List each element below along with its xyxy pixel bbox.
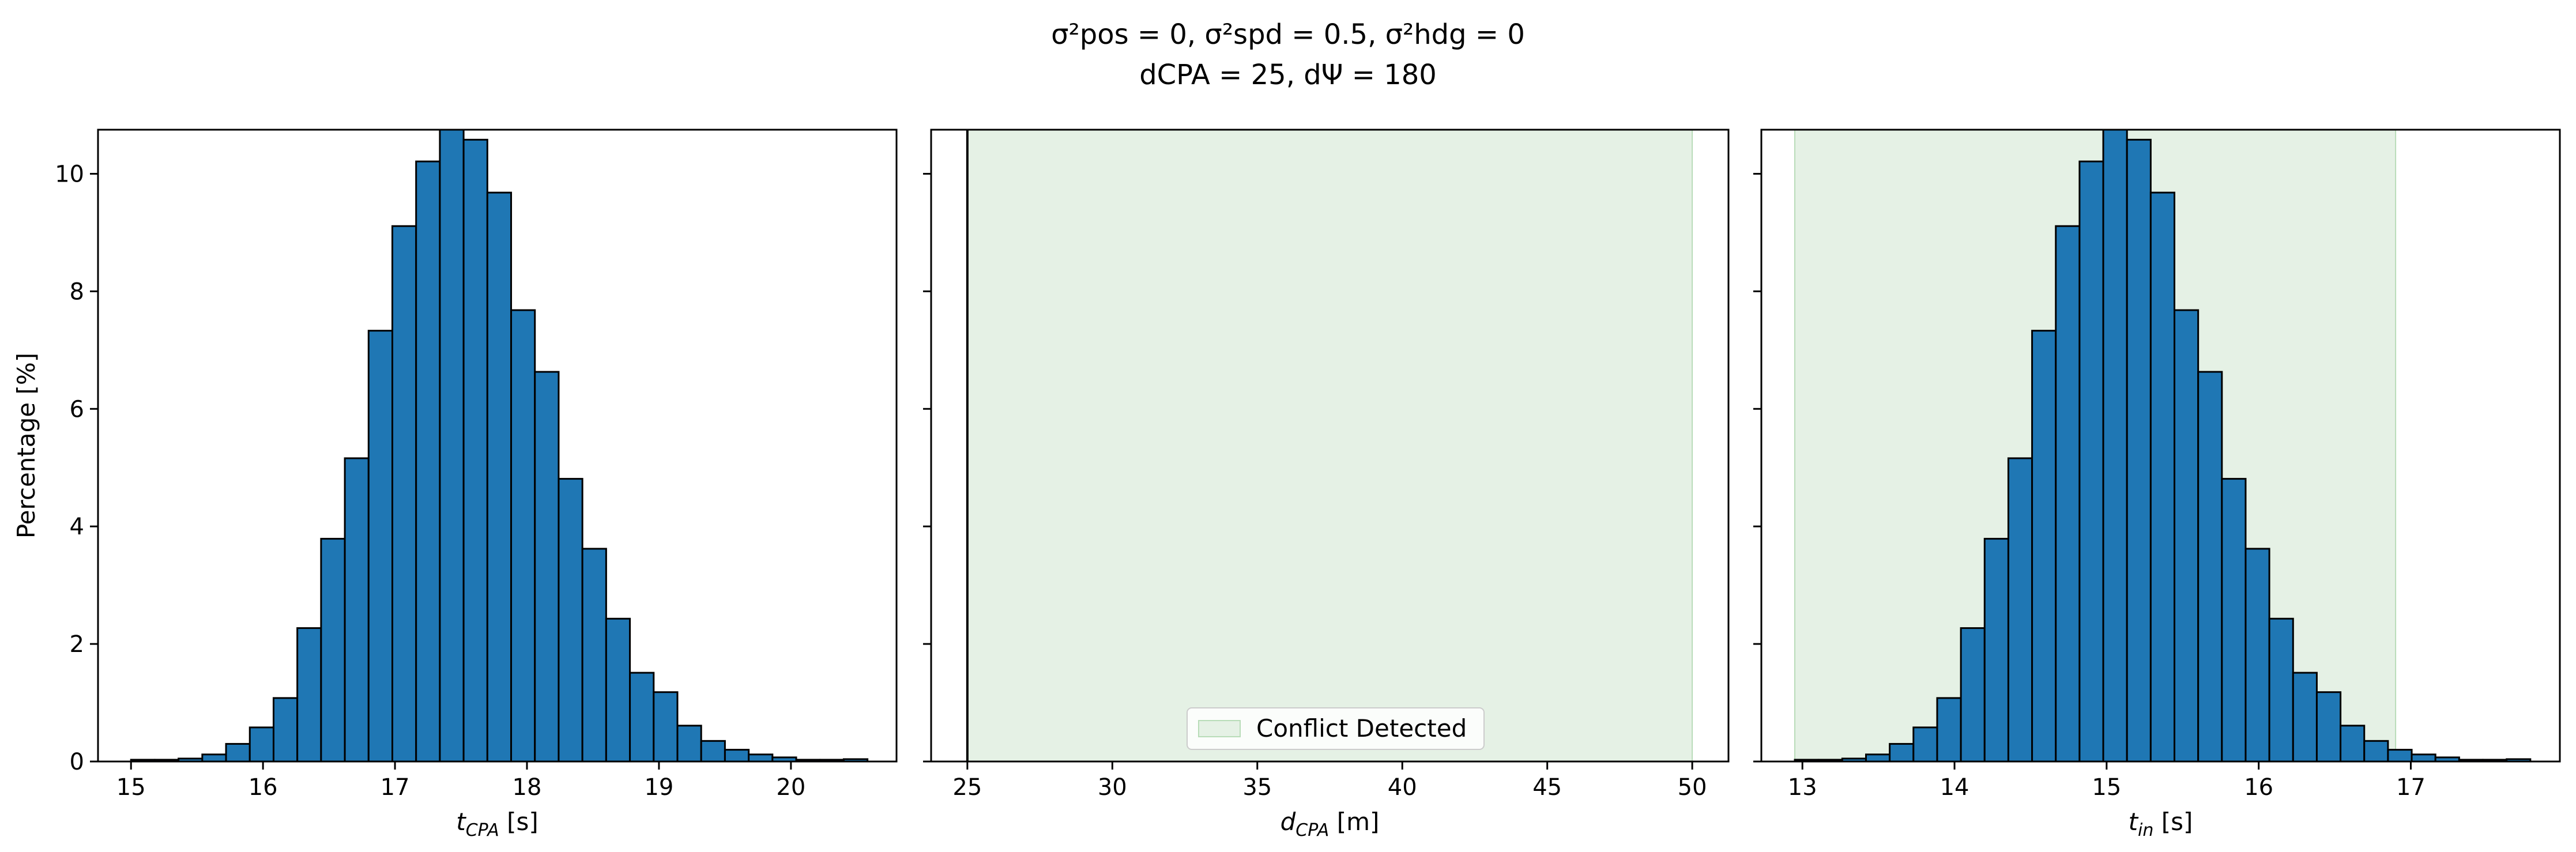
histogram-bar — [534, 371, 560, 761]
x-axis-label: dCPA [m] — [1281, 808, 1380, 840]
x-tick-label: 18 — [513, 774, 542, 801]
histogram-bar — [2007, 457, 2033, 761]
histogram-bar — [510, 309, 536, 761]
histogram-bar — [2055, 225, 2081, 761]
plot-frame — [1760, 129, 2561, 763]
x-tick-label: 50 — [1678, 774, 1707, 801]
histogram-bar — [272, 697, 299, 761]
plot-area — [1794, 130, 2532, 761]
x-tick-label: 15 — [2092, 774, 2121, 801]
histogram-bar — [391, 225, 417, 761]
plot-area — [966, 130, 1693, 761]
x-tick-label: 40 — [1388, 774, 1417, 801]
histogram-bar — [248, 726, 274, 761]
histogram-bar — [2363, 740, 2389, 761]
histogram-bar — [415, 160, 441, 761]
histogram-bar — [2411, 753, 2436, 761]
histogram-bar — [581, 548, 607, 761]
x-tick-label: 14 — [1940, 774, 1969, 801]
histogram-bar — [2126, 138, 2152, 761]
histogram-bar — [1889, 742, 1915, 761]
histogram-bar — [1960, 627, 1986, 761]
histogram-bar — [2292, 672, 2318, 761]
histogram-bar — [2031, 330, 2057, 761]
y-axis-label: Percentage [%] — [12, 353, 40, 538]
y-tick-label: 10 — [55, 161, 84, 187]
plot-area — [130, 130, 869, 761]
x-tick-label: 17 — [2396, 774, 2426, 801]
x-tick-label: 45 — [1532, 774, 1562, 801]
histogram-bar — [1936, 697, 1962, 761]
histogram-bar — [700, 740, 726, 761]
histogram-bar — [439, 130, 465, 761]
histogram-bar — [201, 753, 227, 761]
histogram-bar — [724, 749, 750, 761]
histogram-bar — [2387, 749, 2413, 761]
histogram-bar — [748, 753, 774, 761]
histogram-bar — [462, 138, 488, 761]
histogram-bar — [225, 742, 251, 761]
histogram-bar — [676, 725, 702, 761]
title-line-2: dCPA = 25, dΨ = 180 — [1139, 59, 1437, 91]
histogram-bar — [367, 330, 394, 761]
histogram-bar — [2506, 758, 2532, 761]
y-tick-label: 4 — [70, 514, 84, 540]
x-tick-label: 19 — [644, 774, 673, 801]
histogram-bar — [2197, 371, 2223, 761]
legend-label: Conflict Detected — [1256, 714, 1467, 742]
y-tick-label: 6 — [70, 396, 84, 423]
histogram-bar — [2078, 160, 2104, 761]
histogram-bar — [2244, 548, 2270, 761]
histogram-bar — [2268, 617, 2294, 761]
plot-frame — [930, 129, 1730, 763]
histogram-bar — [842, 758, 869, 761]
plot-frame — [97, 129, 898, 763]
x-axis-label: tin [s] — [2129, 808, 2193, 840]
x-tick-label: 17 — [381, 774, 410, 801]
subplot-1: 0 2 4 6 8 10 15 16 17 18 19 20 tCPA [s] Percentage [%… — [12, 129, 898, 840]
histogram-bar — [486, 191, 513, 761]
histogram-bar — [629, 672, 655, 761]
x-tick-label: 35 — [1242, 774, 1272, 801]
histogram-bar — [1865, 753, 1891, 761]
subplots: 0 2 4 6 8 10 15 16 17 18 19 20 tCPA [s] Percentage [%… — [12, 129, 2561, 840]
histogram-bar — [605, 617, 631, 761]
histogram-bar — [558, 478, 583, 761]
subplot-3: 13 14 15 16 17 tin [s] — [1753, 129, 2561, 840]
x-tick-label: 16 — [248, 774, 278, 801]
histogram-bar — [653, 691, 679, 761]
x-tick-label: 30 — [1098, 774, 1127, 801]
histogram-bar — [320, 538, 346, 761]
x-tick-label: 13 — [1788, 774, 1817, 801]
x-tick-label: 15 — [116, 774, 146, 801]
histogram-bar — [2149, 191, 2176, 761]
legend-box — [1187, 707, 1485, 750]
y-tick-label: 8 — [70, 278, 84, 305]
y-tick-label: 2 — [70, 631, 84, 658]
histogram-bar — [2174, 309, 2200, 761]
histogram-bar — [1983, 538, 2009, 761]
x-tick-label: 20 — [776, 774, 805, 801]
subplot-2: 25 30 35 40 45 50 dCPA [m] Conflict Detected — [923, 129, 1730, 840]
histogram-bar — [344, 457, 370, 761]
x-axis-label: tCPA [s] — [456, 808, 538, 840]
histogram-bar — [296, 627, 322, 761]
x-tick-label: 16 — [2244, 774, 2273, 801]
x-tick-label: 25 — [952, 774, 982, 801]
histogram-bar — [2315, 691, 2342, 761]
y-tick-label: 0 — [70, 749, 84, 775]
histogram-bar — [2340, 725, 2366, 761]
title-line-1: σ²pos = 0, σ²spd = 0.5, σ²hdg = 0 — [1051, 18, 1525, 51]
histogram-bar — [2221, 478, 2247, 761]
histogram-bar — [1912, 726, 1938, 761]
conflict-region — [966, 130, 1693, 761]
figure-title: σ²pos = 0, σ²spd = 0.5, σ²hdg = 0 dCPA =… — [1051, 18, 1525, 91]
histogram-bar — [2102, 130, 2128, 761]
legend-swatch — [1198, 720, 1241, 737]
